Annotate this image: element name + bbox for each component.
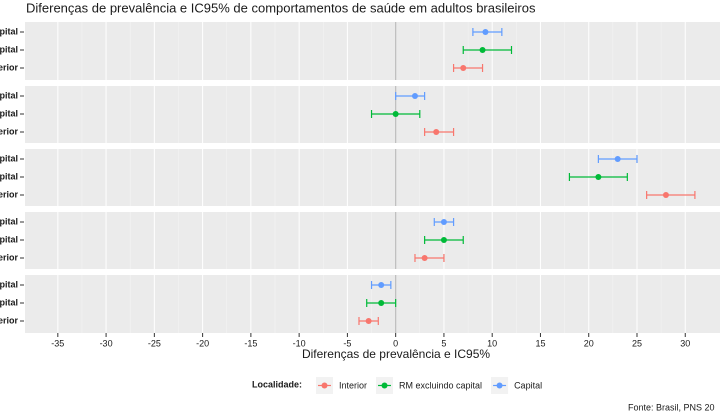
y-tick-label: Capital: [0, 279, 18, 289]
point: [440, 219, 447, 225]
point: [595, 174, 602, 180]
x-tick-label: 20: [584, 338, 594, 348]
x-tick-label: 5: [441, 338, 446, 348]
x-tick-label: 25: [632, 338, 642, 348]
y-tick-label: RM excluindo capital: [0, 234, 18, 244]
point: [614, 156, 621, 162]
chart-title: Diferenças de prevalência e IC95% de com…: [26, 0, 536, 15]
legend-item: RM excluindo capital: [376, 377, 482, 394]
source: Fonte: Brasil, PNS 20: [628, 402, 715, 412]
x-tick-label: -35: [51, 338, 64, 348]
point: [392, 111, 399, 117]
x-tick-label: 0: [393, 338, 398, 348]
y-tick-label: RM excluindo capital: [0, 171, 18, 181]
x-tick-label: -30: [100, 338, 113, 348]
point: [365, 318, 372, 324]
y-tick-label: RM excluindo capital: [0, 108, 18, 118]
y-tick-label: Capital: [0, 26, 18, 36]
legend-item: Interior: [316, 377, 367, 394]
panel-background: [25, 212, 720, 269]
point: [479, 47, 486, 53]
y-tick-label: Interior: [0, 126, 18, 136]
panel-background: [25, 22, 720, 80]
legend-point: [321, 382, 328, 389]
legend-point: [381, 382, 388, 389]
x-tick-label: 10: [487, 338, 497, 348]
y-tick-label: RM excluindo capital: [0, 297, 18, 307]
legend-label: Interior: [339, 380, 367, 390]
x-axis-title: Diferenças de prevalência e IC95%: [302, 347, 490, 361]
point: [460, 65, 467, 71]
point: [662, 192, 669, 198]
y-tick-label: Interior: [0, 62, 18, 72]
x-tick-label: -5: [343, 338, 351, 348]
legend-label: Capital: [514, 380, 542, 390]
y-tick-label: Interior: [0, 189, 18, 199]
x-tick-label: -10: [293, 338, 306, 348]
y-tick-label: RM excluindo capital: [0, 44, 18, 54]
x-tick-label: -20: [196, 338, 209, 348]
y-tick-label: Capital: [0, 90, 18, 100]
point: [433, 129, 440, 135]
panel-background: [25, 275, 720, 333]
point: [411, 93, 418, 99]
legend-title: Localidade:: [252, 379, 302, 389]
point: [482, 29, 489, 35]
x-tick-label: -25: [148, 338, 161, 348]
y-tick-label: Interior: [0, 315, 18, 325]
y-tick-label: Interior: [0, 252, 18, 262]
x-tick-label: -15: [244, 338, 257, 348]
legend-point: [496, 382, 503, 389]
y-tick-label: Capital: [0, 153, 18, 163]
x-tick-label: 15: [535, 338, 545, 348]
point: [440, 237, 447, 243]
legend-item: Capital: [491, 377, 542, 394]
point: [378, 300, 385, 306]
point: [421, 255, 428, 261]
x-tick-label: 30: [680, 338, 690, 348]
legend-label: RM excluindo capital: [399, 380, 482, 390]
y-tick-label: Capital: [0, 216, 18, 226]
point: [378, 282, 385, 288]
